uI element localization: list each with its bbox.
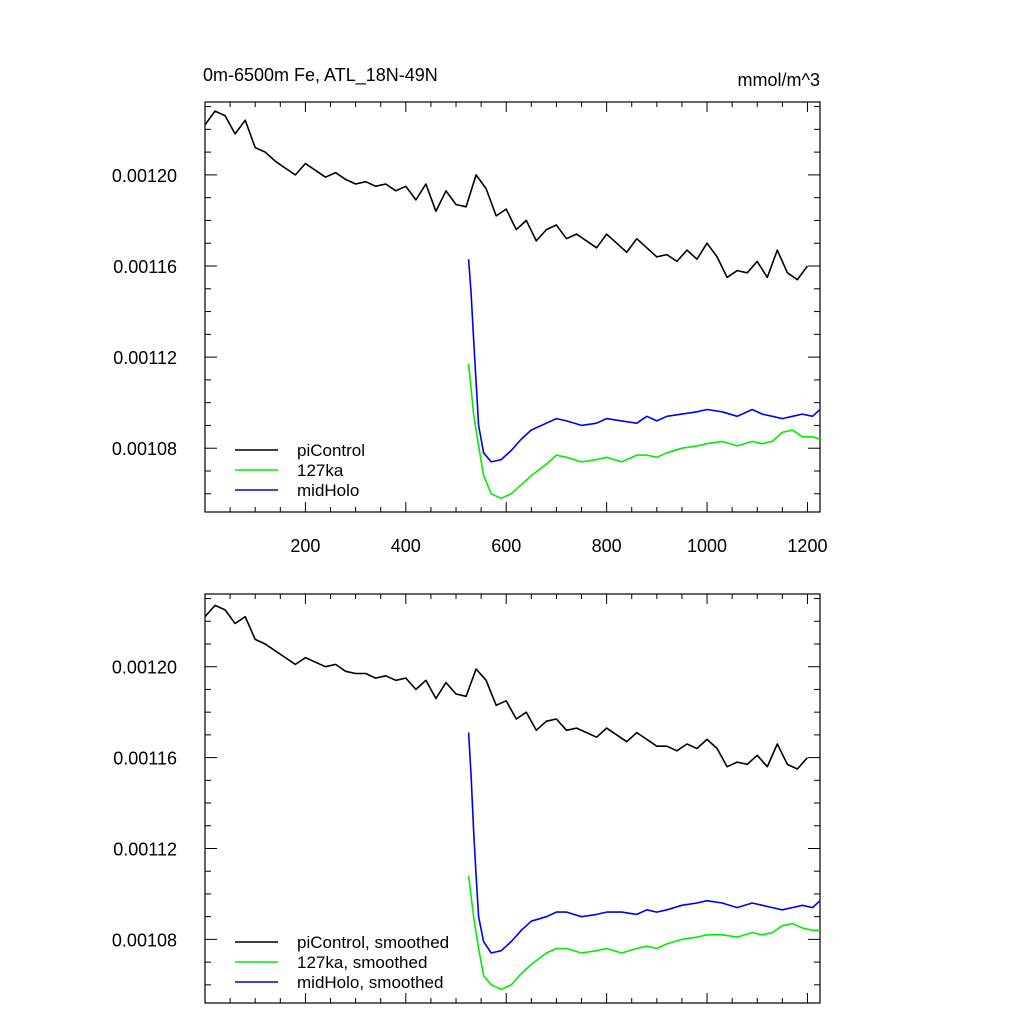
series-line-127ka-smoothed [467,875,820,991]
x-tick-label: 1000 [687,536,727,556]
y-tick-label: 0.00120 [112,166,177,186]
legend-label: 127ka [297,461,344,480]
series-line-midholo [467,259,821,463]
x-tick-label: 200 [290,536,320,556]
legend-label: midHolo, smoothed [297,973,443,992]
x-tick-label: 400 [391,536,421,556]
series-line-picontrol-smoothed [204,604,809,770]
series-line-picontrol [204,110,809,281]
series-line-127ka [467,363,821,500]
top-panel: 200 400 600 800 1000 1200 0.00108 0.00112 0.0011… [112,101,827,556]
figure-title: 0m-6500m Fe, ATL_18N-49N [203,65,438,86]
x-tick-label: 800 [592,536,622,556]
legend-label: 127ka, smoothed [297,953,427,972]
y-tick-label: 0.00116 [113,257,177,277]
y-tick-label: 0.00108 [112,439,177,459]
x-tick-label: 600 [491,536,521,556]
series-line-midholo-smoothed [467,732,821,954]
bottom-panel: 0.00108 0.00112 0.00116 0.00120 piControl, s… [112,593,821,1004]
plot-frame [204,101,821,513]
y-tick-label: 0.00112 [113,348,177,368]
legend-label: midHolo [297,481,359,500]
plot-frame [204,593,821,1004]
legend-label: piControl [297,441,365,460]
y-tick-label: 0.00116 [113,749,177,769]
legend-label: piControl, smoothed [297,933,449,952]
y-tick-label: 0.00108 [112,930,177,950]
x-tick-label: 1200 [787,536,827,556]
units-label: mmol/m^3 [738,70,820,90]
y-tick-label: 0.00112 [113,839,177,859]
y-tick-label: 0.00120 [112,658,177,678]
